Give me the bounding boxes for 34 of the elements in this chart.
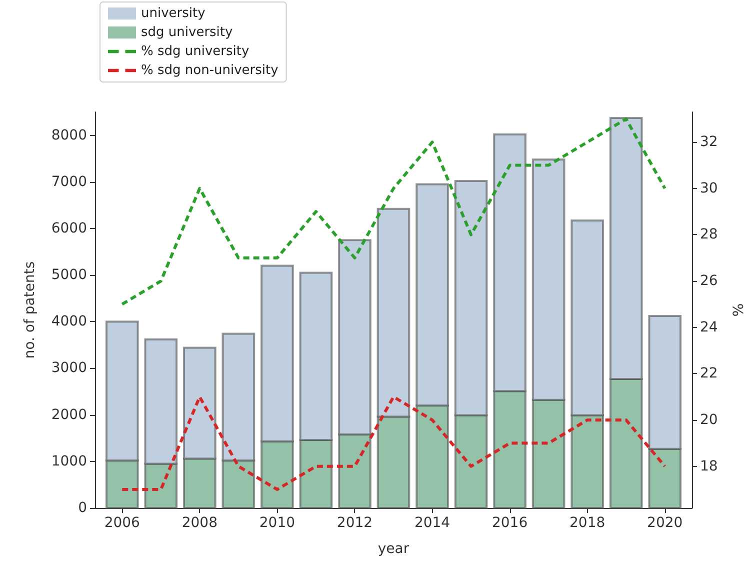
y2-tick-label: 20: [700, 412, 718, 428]
x-tick-label: 2012: [336, 515, 373, 531]
legend-label: sdg university: [141, 25, 234, 40]
y2-tick-label: 26: [700, 273, 718, 290]
x-tick-label: 2020: [647, 515, 683, 531]
y-axis-title: no. of patents: [22, 261, 38, 359]
line-series: [120, 117, 666, 306]
legend-label: % sdg non-university: [141, 63, 279, 78]
y2-tick-label: 32: [700, 134, 718, 150]
y-tick-label: 0: [78, 500, 87, 516]
x-tick-label: 2010: [259, 515, 296, 531]
y2-tick-label: 22: [700, 366, 718, 382]
legend-label: % sdg university: [141, 44, 250, 59]
x-tick-label: 2006: [104, 515, 140, 531]
x-axis-title: year: [378, 541, 410, 557]
y-tick-label: 6000: [51, 220, 87, 236]
y2-tick-label: 24: [700, 319, 718, 336]
y-tick-label: 1000: [51, 453, 87, 470]
y-tick-label: 3000: [51, 360, 87, 376]
legend-label: university: [141, 6, 206, 21]
line-series: [120, 395, 666, 491]
x-tick-label: 2014: [414, 515, 450, 531]
y2-tick-label: 18: [700, 458, 718, 474]
y-tick-label: 2000: [51, 406, 87, 423]
x-tick-label: 2016: [492, 515, 528, 531]
y-tick-label: 5000: [51, 267, 87, 284]
y2-tick-label: 28: [700, 226, 718, 243]
y-tick-label: 4000: [51, 314, 87, 330]
x-tick-label: 2008: [182, 515, 218, 531]
y2-tick-label: 30: [700, 180, 718, 196]
y-tick-label: 8000: [51, 127, 87, 144]
x-tick-label: 2018: [570, 515, 606, 531]
y-tick-label: 7000: [51, 174, 87, 190]
y2-axis-title: %: [731, 303, 747, 317]
